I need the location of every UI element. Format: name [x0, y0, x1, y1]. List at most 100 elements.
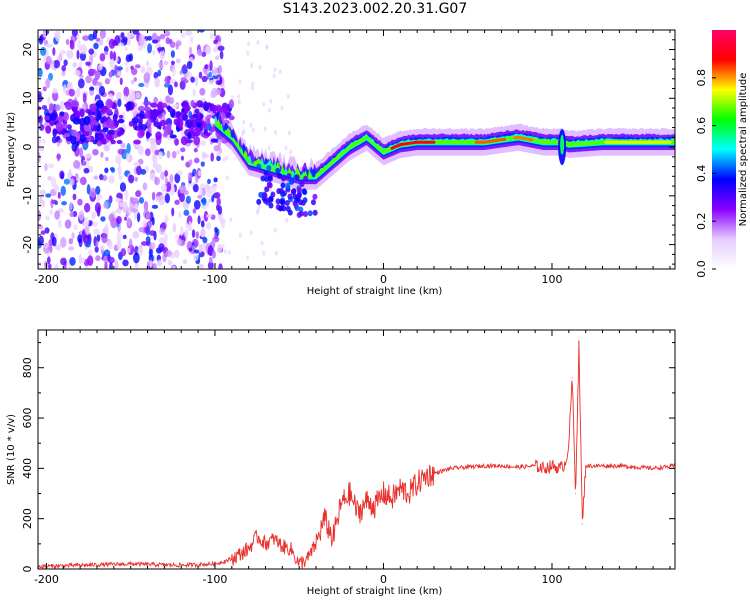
- snr-frame: [37, 329, 676, 570]
- noise-blob: [117, 148, 125, 155]
- noise-blob: [79, 44, 87, 55]
- snr-y-tick-label: 200: [21, 508, 34, 529]
- noise-blob: [225, 155, 229, 161]
- band-blob: [48, 103, 54, 111]
- noise-blob: [188, 159, 193, 166]
- plume-blob: [275, 198, 281, 205]
- noise-blob: [98, 85, 106, 96]
- noise-blob: [250, 63, 254, 69]
- noise-blob: [68, 246, 75, 251]
- colorbar-label: Normalized spectral amplitude: [738, 73, 749, 227]
- noise-blob: [164, 176, 168, 185]
- noise-blob: [159, 48, 165, 60]
- noise-blob: [116, 216, 122, 225]
- noise-blob: [138, 44, 143, 52]
- noise-blob: [212, 74, 219, 80]
- noise-blob: [193, 249, 200, 254]
- noise-blob: [168, 97, 175, 104]
- noise-blob: [273, 129, 277, 135]
- snr-point: [281, 545, 283, 547]
- noise-blob: [183, 79, 189, 84]
- noise-blob: [51, 236, 57, 247]
- spectrogram-x-tick-label: -200: [34, 273, 59, 286]
- noise-blob: [116, 71, 122, 77]
- band-blob: [79, 122, 84, 133]
- noise-blob: [43, 40, 49, 45]
- band-blob: [86, 136, 92, 142]
- band-blob: [106, 108, 113, 115]
- noise-blob: [172, 265, 176, 269]
- noise-blob: [198, 263, 204, 269]
- noise-blob: [54, 243, 62, 251]
- band-blob: [116, 139, 123, 145]
- noise-blob: [119, 77, 123, 86]
- noise-blob: [169, 174, 174, 184]
- noise-blob: [46, 43, 53, 48]
- band-blob: [85, 108, 92, 114]
- plume-blob: [284, 200, 290, 207]
- noise-blob: [202, 236, 208, 244]
- noise-blob: [198, 30, 205, 33]
- noise-blob: [81, 103, 86, 110]
- noise-blob: [200, 228, 206, 238]
- noise-blob: [48, 72, 54, 81]
- noise-blob: [38, 35, 44, 45]
- band-blob: [214, 138, 219, 143]
- noise-blob: [262, 101, 266, 107]
- band-blob: [206, 114, 212, 120]
- noise-blob: [163, 83, 171, 88]
- noise-blob: [148, 254, 154, 263]
- noise-blob: [96, 234, 101, 242]
- noise-blob: [274, 250, 278, 256]
- noise-blob: [95, 240, 99, 247]
- noise-blob: [153, 71, 159, 80]
- noise-blob: [53, 59, 61, 69]
- noise-blob: [149, 172, 156, 181]
- noise-blob: [151, 216, 155, 226]
- noise-blob: [69, 39, 75, 50]
- noise-blob: [94, 202, 102, 214]
- noise-blob: [102, 174, 108, 182]
- band-blob: [166, 105, 171, 110]
- noise-blob: [38, 146, 45, 152]
- band-blob: [49, 112, 57, 121]
- noise-blob: [78, 253, 82, 264]
- plume-blob: [294, 205, 300, 212]
- noise-blob: [135, 92, 141, 99]
- noise-blob: [193, 147, 198, 153]
- noise-blob: [61, 71, 66, 77]
- band-blob: [211, 105, 219, 112]
- band-blob: [117, 130, 122, 137]
- noise-blob: [45, 55, 52, 65]
- noise-blob: [195, 231, 200, 239]
- band-blob: [140, 129, 145, 137]
- noise-blob: [59, 170, 65, 180]
- noise-blob: [174, 199, 180, 205]
- noise-blob: [82, 35, 90, 41]
- band-blob: [176, 118, 184, 129]
- band-blob: [187, 132, 192, 140]
- plume-blob: [264, 186, 270, 193]
- plume-blob: [285, 205, 291, 212]
- noise-blob: [124, 216, 128, 221]
- band-blob: [55, 135, 61, 141]
- noise-blob: [278, 69, 282, 75]
- plume-blob: [260, 175, 266, 182]
- snr-point: [450, 467, 452, 469]
- noise-blob: [164, 193, 171, 204]
- noise-blob: [116, 231, 122, 243]
- noise-blob: [47, 163, 55, 169]
- plume-blob: [292, 193, 298, 200]
- noise-blob: [136, 165, 142, 176]
- noise-blob: [285, 265, 289, 269]
- noise-blob: [162, 253, 167, 263]
- noise-blob: [116, 66, 123, 71]
- noise-blob: [208, 256, 213, 264]
- band-blob: [196, 122, 203, 127]
- plume-blob: [280, 182, 286, 189]
- noise-blob: [83, 161, 87, 166]
- noise-blob: [238, 79, 242, 85]
- noise-blob: [267, 145, 271, 151]
- noise-blob: [118, 42, 124, 47]
- noise-blob: [76, 86, 81, 98]
